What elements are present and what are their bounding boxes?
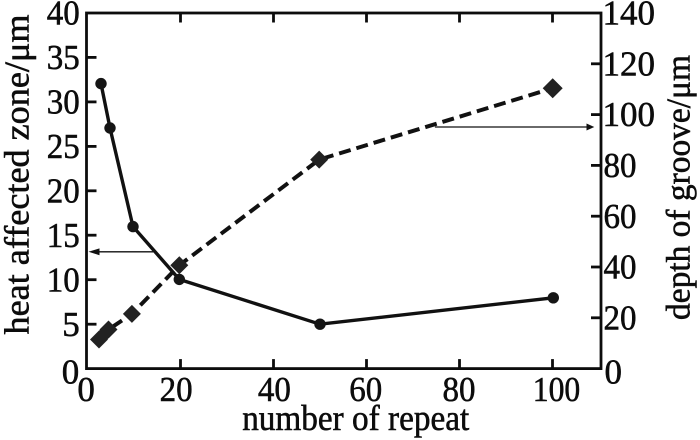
svg-text:20: 20 (160, 370, 193, 409)
svg-text:30: 30 (47, 83, 80, 122)
svg-text:25: 25 (47, 127, 80, 166)
svg-text:100: 100 (533, 370, 581, 409)
svg-text:80: 80 (604, 146, 637, 185)
svg-text:60: 60 (349, 370, 382, 409)
svg-text:15: 15 (47, 216, 80, 255)
svg-text:0: 0 (62, 352, 80, 391)
svg-text:heat affected zone/μm: heat affected zone/μm (0, 15, 37, 335)
svg-text:number of repeat: number of repeat (242, 398, 469, 438)
svg-text:0: 0 (77, 370, 95, 409)
svg-text:80: 80 (443, 370, 476, 409)
svg-text:20: 20 (47, 171, 80, 210)
svg-text:120: 120 (603, 44, 656, 83)
svg-text:0: 0 (605, 352, 623, 391)
svg-text:40: 40 (604, 248, 637, 287)
svg-text:10: 10 (47, 260, 80, 299)
svg-text:40: 40 (47, 0, 80, 33)
svg-text:20: 20 (604, 298, 637, 337)
svg-text:140: 140 (603, 0, 656, 33)
svg-text:100: 100 (603, 95, 656, 134)
svg-text:5: 5 (62, 305, 80, 344)
svg-text:depth of groove/μm: depth of groove/μm (661, 55, 698, 320)
svg-text:35: 35 (47, 38, 80, 77)
svg-text:60: 60 (604, 197, 637, 236)
svg-text:40: 40 (258, 370, 291, 409)
